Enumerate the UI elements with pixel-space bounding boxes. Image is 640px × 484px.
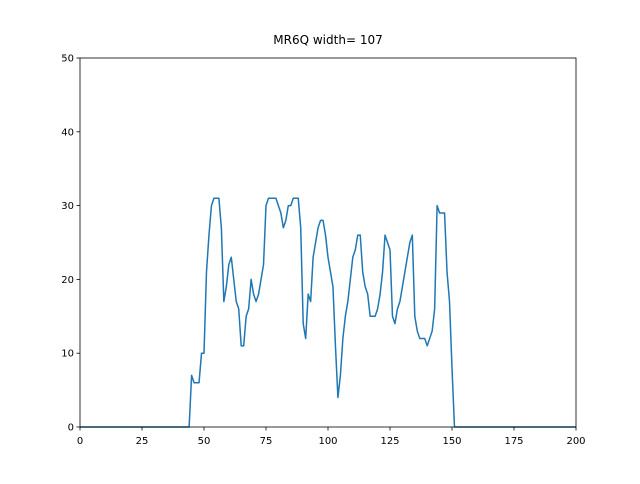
x-tick-label: 25 (136, 436, 149, 447)
plot-area (80, 197, 576, 428)
axes-frame (79, 57, 577, 428)
y-tick-label: 30 (61, 201, 74, 212)
chart-title: MR6Q width= 107 (273, 33, 382, 47)
y-tick-label: 20 (61, 275, 74, 286)
x-tick-label: 200 (566, 436, 585, 447)
data-line (80, 197, 576, 428)
x-tick-label: 100 (318, 436, 337, 447)
y-tick-label: 50 (61, 54, 74, 65)
y-tick-label: 10 (61, 349, 74, 360)
x-tick-label: 125 (380, 436, 399, 447)
x-tick-label: 0 (77, 436, 83, 447)
x-tick-label: 175 (504, 436, 523, 447)
x-tick-label: 50 (198, 436, 211, 447)
x-tick-label: 75 (260, 436, 273, 447)
y-tick-label: 40 (61, 127, 74, 138)
y-tick-label: 0 (68, 423, 74, 434)
x-tick-label: 150 (442, 436, 461, 447)
